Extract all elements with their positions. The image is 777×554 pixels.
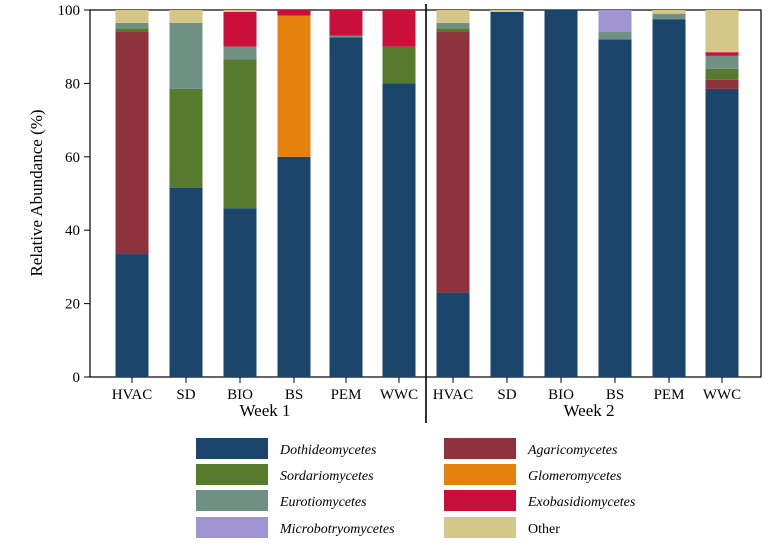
x-tick-label: PEM <box>654 387 685 403</box>
x-tick-label: WWC <box>703 387 741 403</box>
bar-segment-dothideomycetes <box>329 37 363 378</box>
bar-segment-other <box>436 10 470 23</box>
bar-segment-dothideomycetes <box>598 39 632 378</box>
group-label-week-1: Week 1 <box>239 401 290 420</box>
bar-segment-eurotiomycetes <box>169 22 203 89</box>
bar-segment-sordariomycetes <box>169 88 203 188</box>
legend-swatch-dothideomycetes <box>196 438 268 459</box>
bar-segment-dothideomycetes <box>277 156 311 377</box>
bar-segment-eurotiomycetes <box>652 13 686 20</box>
x-tick-label: PEM <box>331 387 362 403</box>
y-tick-label: 40 <box>65 223 80 239</box>
y-tick-label: 0 <box>73 370 81 386</box>
bar-segment-other <box>169 10 203 23</box>
bar-segment-dothideomycetes <box>436 292 470 377</box>
bar-segment-exobasidiomycetes <box>705 52 739 56</box>
legend-label-agaricomycetes: Agaricomycetes <box>527 443 618 458</box>
bar-segment-eurotiomycetes <box>223 46 257 60</box>
bar-segment-sordariomycetes <box>436 28 470 33</box>
y-axis-title: Relative Abundance (%) <box>27 109 46 276</box>
x-tick-label: SD <box>497 387 516 403</box>
bar-segment-sordariomycetes <box>223 59 257 209</box>
x-tick-label: BIO <box>548 387 574 403</box>
x-tick-label: BS <box>606 387 624 403</box>
legend-label-glomeromycetes: Glomeromycetes <box>528 469 622 484</box>
bar-segment-agaricomycetes <box>115 32 149 255</box>
bar-segment-agaricomycetes <box>705 79 739 89</box>
bar-segment-eurotiomycetes <box>115 22 149 29</box>
bar-segment-dothideomycetes <box>490 11 524 378</box>
legend-label-eurotiomycetes: Eurotiomycetes <box>279 495 367 510</box>
bar-segment-dothideomycetes <box>169 187 203 377</box>
bar-segment-exobasidiomycetes <box>277 10 311 16</box>
x-tick-label: BS <box>285 387 303 403</box>
legend-label-sordariomycetes: Sordariomycetes <box>280 469 374 484</box>
bar-segment-other <box>652 10 686 14</box>
legend-swatch-exobasidiomycetes <box>444 490 516 511</box>
bar-segment-eurotiomycetes <box>598 32 632 40</box>
bar-segment-exobasidiomycetes <box>382 10 416 47</box>
legend-swatch-agaricomycetes <box>444 438 516 459</box>
x-tick-label: HVAC <box>112 387 153 403</box>
legend-swatch-other <box>444 517 516 538</box>
bars-layer <box>115 10 739 378</box>
bar-segment-sordariomycetes <box>115 28 149 33</box>
bar-segment-dothideomycetes <box>223 208 257 377</box>
bar-segment-exobasidiomycetes <box>329 10 363 36</box>
legend-label-other: Other <box>528 522 560 537</box>
legend-swatch-microbotryomycetes <box>196 517 268 538</box>
bar-segment-eurotiomycetes <box>705 55 739 69</box>
bar-segment-agaricomycetes <box>436 32 470 293</box>
bar-segment-dothideomycetes <box>115 254 149 377</box>
bar-segment-dothideomycetes <box>705 88 739 377</box>
bar-segment-microbotryomycetes <box>598 10 632 33</box>
x-tick-label: SD <box>176 387 195 403</box>
axes-layer: 0 20 40 60 80 100 HVAC SD BIO BS PEM WWC HVAC SD BIO BS… <box>58 3 742 403</box>
bar-segment-eurotiomycetes <box>436 22 470 29</box>
legend: Dothideomycetes Agaricomycetes Sordariomyc… <box>196 438 636 538</box>
y-tick-label: 60 <box>65 150 80 166</box>
legend-swatch-sordariomycetes <box>196 464 268 485</box>
bar-segment-eurotiomycetes <box>329 35 363 38</box>
legend-label-microbotryomycetes: Microbotryomycetes <box>279 522 395 537</box>
bar-segment-other <box>115 10 149 23</box>
legend-label-dothideomycetes: Dothideomycetes <box>279 443 377 458</box>
group-label-week-2: Week 2 <box>563 401 614 420</box>
bar-segment-other <box>223 10 257 12</box>
x-tick-label: WWC <box>380 387 418 403</box>
x-tick-label: HVAC <box>433 387 474 403</box>
bar-segment-exobasidiomycetes <box>223 11 257 47</box>
legend-swatch-eurotiomycetes <box>196 490 268 511</box>
bar-segment-other <box>705 10 739 53</box>
bar-segment-sordariomycetes <box>705 68 739 80</box>
bar-segment-other <box>490 10 524 12</box>
bar-segment-dothideomycetes <box>382 83 416 378</box>
legend-label-exobasidiomycetes: Exobasidiomycetes <box>527 495 636 510</box>
legend-swatch-glomeromycetes <box>444 464 516 485</box>
y-tick-label: 80 <box>65 76 80 92</box>
bar-segment-dothideomycetes <box>652 19 686 378</box>
x-tick-label: BIO <box>227 387 253 403</box>
bar-segment-glomeromycetes <box>277 15 311 157</box>
y-tick-label: 100 <box>58 3 81 19</box>
bar-segment-sordariomycetes <box>382 46 416 84</box>
y-tick-label: 20 <box>65 297 80 313</box>
bar-segment-dothideomycetes <box>544 10 578 377</box>
